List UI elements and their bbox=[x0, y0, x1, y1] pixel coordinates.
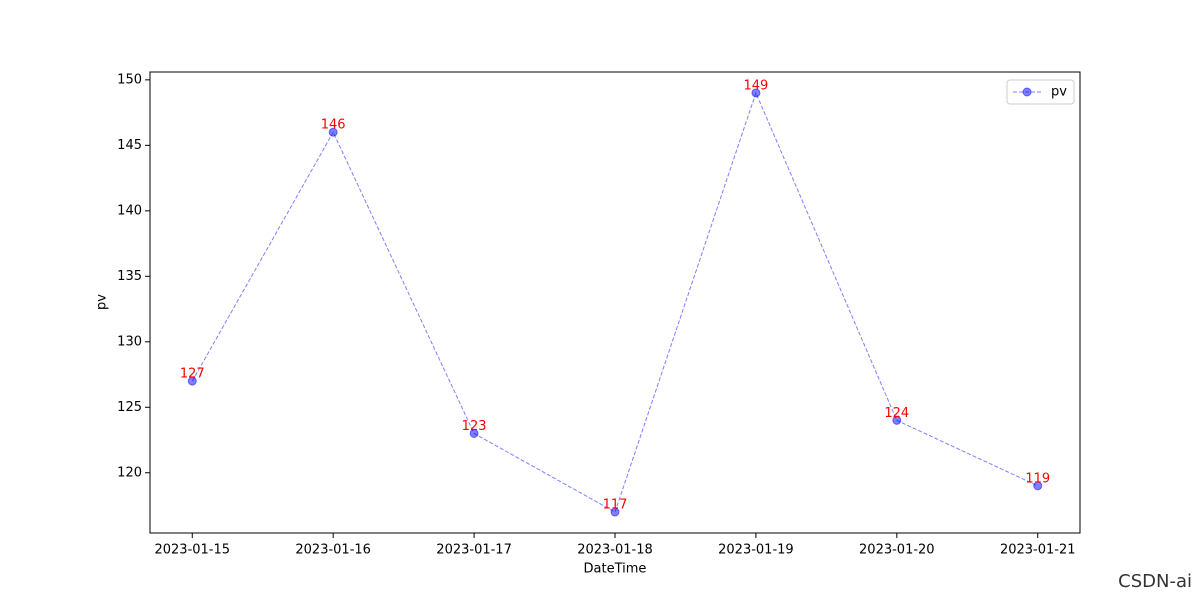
y-tick-label: 130 bbox=[117, 334, 142, 349]
data-point bbox=[610, 507, 620, 517]
plot-frame bbox=[149, 71, 1081, 534]
legend-marker bbox=[1022, 87, 1032, 97]
x-tick-label: 2023-01-15 bbox=[154, 543, 230, 558]
data-label: 146 bbox=[321, 118, 346, 133]
data-point bbox=[1033, 481, 1043, 491]
y-axis-label: pv bbox=[95, 294, 110, 310]
data-point bbox=[187, 376, 197, 386]
x-tick-label: 2023-01-16 bbox=[295, 543, 371, 558]
data-label: 117 bbox=[603, 498, 628, 513]
legend-label: pv bbox=[1051, 85, 1067, 100]
data-point bbox=[751, 88, 761, 98]
data-label: 149 bbox=[743, 78, 768, 93]
y-tick-label: 120 bbox=[117, 465, 142, 480]
x-tick-label: 2023-01-19 bbox=[718, 543, 794, 558]
watermark: CSDN-ai bbox=[1118, 571, 1192, 592]
y-tick-label: 135 bbox=[117, 269, 142, 284]
data-point bbox=[469, 428, 479, 438]
data-line bbox=[191, 91, 1038, 513]
data-point bbox=[892, 415, 902, 425]
data-label: 123 bbox=[462, 419, 487, 434]
data-label: 127 bbox=[180, 367, 205, 382]
x-tick-label: 2023-01-18 bbox=[577, 543, 653, 558]
y-tick-label: 150 bbox=[117, 72, 142, 87]
x-tick-label: 2023-01-21 bbox=[1000, 543, 1076, 558]
data-label: 119 bbox=[1025, 471, 1050, 486]
data-point bbox=[328, 127, 338, 137]
x-tick-label: 2023-01-20 bbox=[859, 543, 935, 558]
data-label: 124 bbox=[884, 406, 909, 421]
y-tick-label: 125 bbox=[117, 400, 142, 415]
x-axis-label: DateTime bbox=[584, 562, 647, 577]
x-tick-label: 2023-01-17 bbox=[436, 543, 512, 558]
y-tick-label: 145 bbox=[117, 138, 142, 153]
y-tick-label: 140 bbox=[117, 203, 142, 218]
